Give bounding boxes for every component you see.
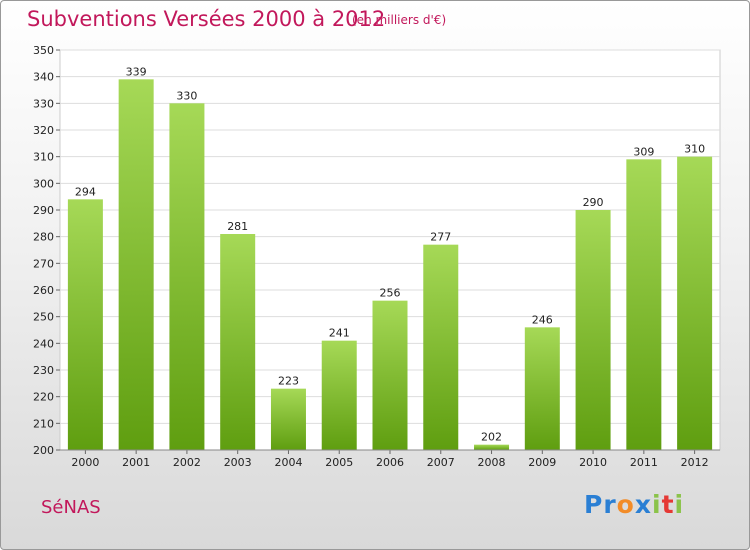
y-tick-label: 230: [33, 364, 54, 377]
logo-letter: o: [616, 490, 635, 519]
data-label: 330: [176, 89, 197, 102]
x-tick-label: 2008: [478, 456, 506, 469]
chart-subtitle: (en milliers d'€): [352, 13, 447, 27]
logo-letter: i: [674, 490, 685, 519]
bar-2000: [67, 199, 103, 450]
logo-letter: r: [603, 490, 617, 519]
bar-2012: [677, 156, 713, 450]
chart-title: Subventions Versées 2000 à 2012: [27, 7, 386, 31]
x-tick-label: 2011: [630, 456, 658, 469]
data-label: 277: [430, 231, 451, 244]
y-tick-label: 270: [33, 257, 54, 270]
x-tick-label: 2005: [325, 456, 353, 469]
x-tick-label: 2002: [173, 456, 201, 469]
y-tick-label: 240: [33, 337, 54, 350]
bar-2003: [220, 234, 256, 450]
bar-2002: [169, 103, 205, 450]
x-tick-label: 2001: [122, 456, 150, 469]
x-tick-label: 2003: [224, 456, 252, 469]
data-label: 223: [278, 375, 299, 388]
logo-letter: x: [634, 490, 652, 519]
data-label: 202: [481, 431, 502, 444]
y-tick-label: 300: [33, 177, 54, 190]
data-label: 290: [583, 196, 604, 209]
bar-2009: [524, 327, 560, 450]
logo-letter: i: [652, 490, 662, 519]
bar-2004: [270, 388, 306, 450]
data-label: 246: [532, 313, 553, 326]
data-label: 241: [329, 327, 350, 340]
y-tick-label: 350: [33, 44, 54, 57]
bar-2001: [118, 79, 154, 450]
proxiti-logo: Proxiti: [584, 490, 684, 519]
data-label: 256: [380, 287, 401, 300]
bar-2010: [575, 210, 611, 450]
logo-letter: t: [661, 490, 675, 519]
bar-2006: [372, 300, 408, 450]
x-tick-label: 2000: [71, 456, 99, 469]
bar-2007: [423, 244, 459, 450]
y-tick-label: 280: [33, 231, 54, 244]
data-label: 294: [75, 185, 96, 198]
y-tick-label: 340: [33, 71, 54, 84]
y-tick-label: 290: [33, 204, 54, 217]
x-tick-label: 2010: [579, 456, 607, 469]
y-tick-label: 220: [33, 391, 54, 404]
y-tick-label: 210: [33, 417, 54, 430]
commune-name: SéNAS: [41, 497, 101, 518]
y-tick-label: 320: [33, 124, 54, 137]
bar-2008: [474, 444, 510, 450]
data-label: 310: [684, 143, 705, 156]
x-tick-label: 2006: [376, 456, 404, 469]
data-label: 281: [227, 220, 248, 233]
bar-2005: [321, 340, 357, 450]
y-tick-label: 200: [33, 444, 54, 457]
y-tick-label: 260: [33, 284, 54, 297]
x-tick-label: 2004: [274, 456, 302, 469]
y-tick-label: 310: [33, 151, 54, 164]
x-tick-label: 2009: [528, 456, 556, 469]
logo-letter: P: [584, 490, 604, 519]
x-tick-label: 2007: [427, 456, 455, 469]
y-tick-label: 330: [33, 97, 54, 110]
x-tick-label: 2012: [681, 456, 709, 469]
bar-2011: [626, 159, 662, 451]
y-tick-label: 250: [33, 311, 54, 324]
data-label: 339: [126, 65, 147, 78]
data-label: 309: [633, 145, 654, 158]
